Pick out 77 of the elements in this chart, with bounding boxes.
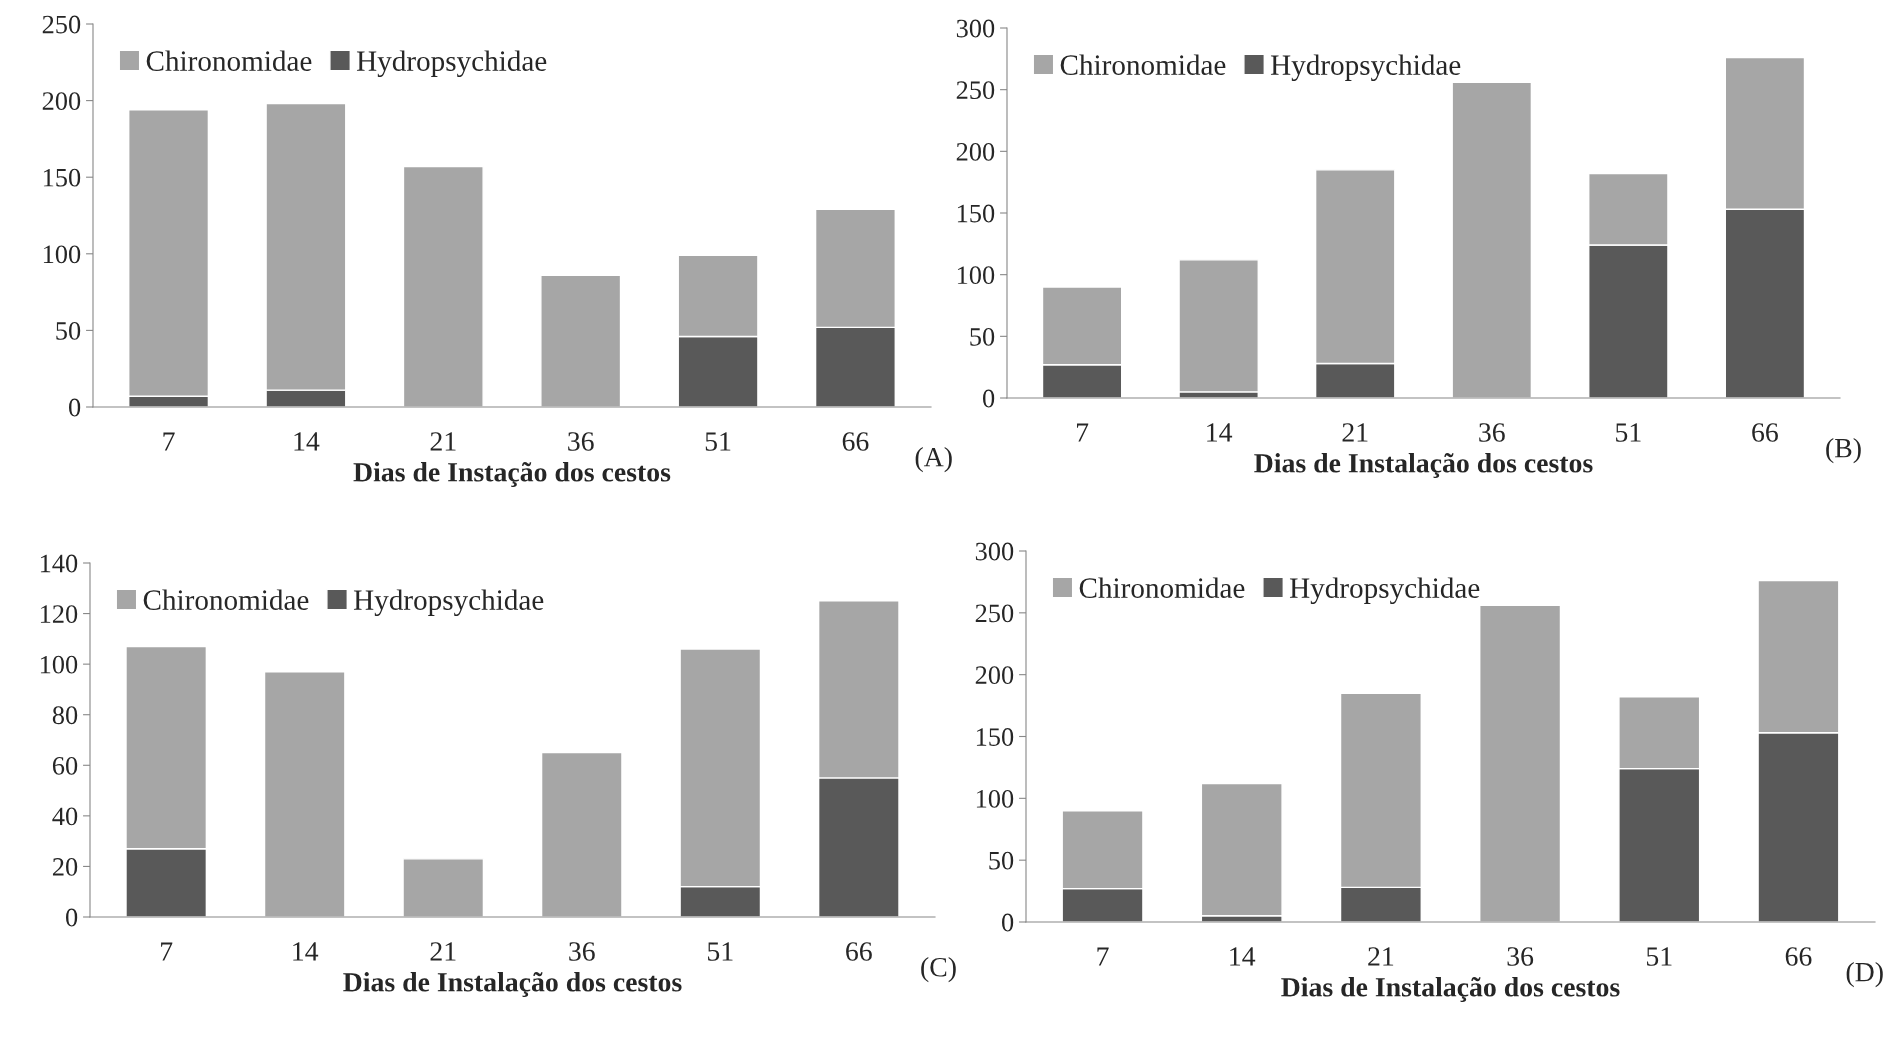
bar	[402, 858, 485, 917]
text: (B)	[1826, 438, 1861, 464]
x-tick-label: 36	[568, 432, 594, 451]
x-tick-label: 36	[569, 942, 595, 961]
x-axis-title: Dias de Instalação dos cestos	[343, 972, 682, 998]
x-tick-label: 14	[293, 942, 319, 961]
y-tick-label: 120	[40, 605, 78, 623]
bar	[1479, 604, 1562, 922]
y-tick-label: 50	[989, 851, 1014, 870]
y-tick-label: 250	[975, 604, 1014, 623]
text: (D)	[1846, 962, 1883, 988]
legend-label: Hydropsychidae	[353, 589, 544, 616]
y-tick-label: 150	[43, 168, 81, 187]
x-tick-label: 66	[846, 942, 872, 961]
y-tick-label: 80	[52, 706, 78, 725]
y-tick-label: 200	[975, 666, 1014, 685]
legend-label: Hydropsychidae	[1270, 54, 1461, 81]
legend-label: Chironomidae	[146, 50, 312, 71]
y-tick-label: 100	[40, 655, 78, 674]
y-tick-label: 0	[983, 389, 995, 408]
x-tick-label: 66	[1785, 947, 1812, 966]
x-tick-label: 21	[1342, 423, 1368, 442]
y-tick-label: 200	[956, 142, 995, 161]
y-tick-label: 100	[976, 789, 1014, 808]
y-tick-label: 150	[976, 728, 1014, 746]
y-tick-label: 100	[43, 245, 81, 264]
bar	[540, 274, 622, 407]
bar	[1451, 81, 1533, 398]
y-tick-label: 40	[52, 807, 78, 826]
y-tick-label: 0	[1002, 913, 1014, 932]
x-tick-label: 7	[163, 432, 175, 451]
x-tick-label: 21	[1368, 947, 1394, 966]
x-tick-label: 21	[430, 942, 456, 961]
y-tick-label: 140	[40, 554, 78, 573]
x-tick-label: 36	[1479, 423, 1505, 442]
legend-label: Hydropsychidae	[1289, 577, 1480, 604]
x-tick-label: 51	[1616, 423, 1641, 442]
bar	[1178, 259, 1259, 393]
x-tick-label: 66	[1752, 423, 1778, 442]
text: (C)	[921, 957, 956, 983]
x-tick-label: 7	[1097, 947, 1109, 966]
bar	[540, 751, 623, 917]
legend-label: Chironomidae	[1060, 54, 1226, 75]
legend-label: Chironomidae	[143, 589, 309, 610]
x-tick-label: 36	[1507, 947, 1534, 966]
x-axis-title: Dias de Instalação dos cestos	[1281, 977, 1620, 1003]
x-tick-label: 51	[708, 942, 733, 961]
y-tick-label: 250	[956, 81, 995, 100]
legend-label: Hydropsychidae	[356, 50, 547, 77]
bar	[1200, 782, 1283, 917]
x-tick-label: 51	[705, 432, 731, 451]
bar	[402, 165, 484, 407]
y-tick-label: 0	[66, 908, 78, 927]
x-axis-title: Dias de Instação dos cestos	[353, 462, 671, 488]
text: (A)	[915, 447, 952, 473]
x-tick-label: 14	[1230, 947, 1256, 966]
x-tick-label: 7	[161, 942, 173, 961]
x-axis-title: Dias de Instalação dos cestos	[1254, 453, 1593, 479]
legend-label: Chironomidae	[1079, 577, 1245, 598]
y-tick-label: 250	[42, 15, 81, 34]
x-tick-label: 21	[430, 432, 456, 451]
y-tick-label: 20	[52, 858, 78, 876]
y-tick-label: 50	[970, 327, 995, 346]
x-tick-label: 66	[842, 432, 869, 451]
x-tick-label: 14	[294, 432, 320, 451]
x-tick-label: 14	[1207, 423, 1233, 442]
y-tick-label: 300	[975, 542, 1014, 561]
y-tick-label: 150	[957, 204, 995, 223]
y-tick-label: 0	[69, 398, 81, 417]
y-tick-label: 100	[957, 266, 995, 285]
y-tick-label: 300	[956, 19, 995, 38]
y-tick-label: 50	[56, 322, 81, 340]
x-tick-label: 7	[1076, 423, 1089, 442]
x-tick-label: 51	[1647, 947, 1672, 966]
y-tick-label: 200	[42, 92, 81, 111]
bar	[263, 671, 346, 917]
y-tick-label: 60	[52, 756, 78, 775]
